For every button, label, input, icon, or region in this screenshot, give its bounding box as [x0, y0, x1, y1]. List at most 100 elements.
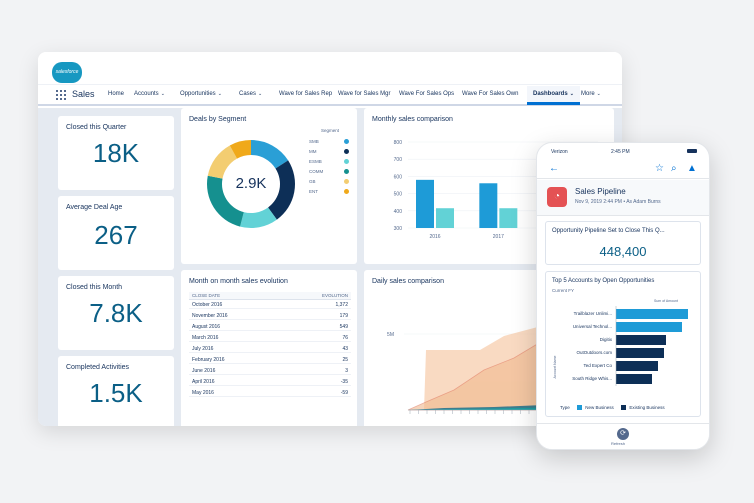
account-bar-1[interactable]: [616, 322, 682, 332]
account-bar-5[interactable]: [616, 374, 652, 384]
table-row[interactable]: June 2016 3: [189, 367, 351, 375]
account-bar-2[interactable]: [616, 335, 666, 345]
chevron-down-icon: ⌄: [258, 91, 263, 97]
legend-label: MM: [309, 149, 317, 154]
cell-evolution: 1,372: [335, 302, 348, 308]
legend-item-mm[interactable]: MM: [309, 149, 349, 154]
bar-2017-s0[interactable]: [479, 183, 498, 228]
tab-cases[interactable]: Cases ⌄: [239, 91, 262, 97]
chevron-down-icon: ⌄: [569, 91, 574, 97]
account-label: Ted Expert Co: [583, 363, 612, 368]
cell-evolution: 549: [339, 324, 348, 330]
y-tick-label: 800: [394, 140, 403, 146]
desktop-window: salesforce Sales Home Accounts ⌄ Opportunit…: [38, 52, 622, 426]
app-header: salesforce: [38, 52, 622, 84]
chevron-down-icon: ⌄: [217, 91, 222, 97]
tab-wave-for-sales-mgr[interactable]: Wave for Sales Mgr: [338, 91, 390, 97]
donut-slice-comm[interactable]: [207, 175, 244, 227]
legend-swatch-new: [577, 405, 583, 411]
salesforce-logo[interactable]: salesforce: [52, 62, 82, 83]
table-row[interactable]: May 2016 -59: [189, 389, 351, 397]
metric-value: 18K: [92, 138, 140, 168]
tab-label: Wave For Sales Own: [462, 91, 519, 97]
bar-2016-s0[interactable]: [416, 179, 434, 228]
deals-by-segment-card[interactable]: Deals by Segment 2.9K Segment SMB MM ESMB C…: [181, 108, 357, 264]
legend-item-comm[interactable]: COMM: [309, 169, 349, 174]
metric-value: 267: [94, 220, 138, 250]
col-close-date: CLOSE DATE: [192, 293, 221, 298]
dashboard-canvas: Closed this Quarter 18K Average Deal Age…: [38, 108, 622, 426]
app-launcher-icon[interactable]: [56, 90, 66, 100]
table-row[interactable]: April 2016 -35: [189, 378, 351, 386]
tab-label: Wave for Sales Mgr: [338, 91, 391, 97]
table-row[interactable]: March 2016 76: [189, 334, 351, 342]
tab-wave-for-sales-own[interactable]: Wave For Sales Own: [462, 91, 518, 97]
tab-home[interactable]: Home: [108, 91, 124, 97]
donut-slice-ent[interactable]: [229, 140, 251, 159]
donut-center-value: 2.9K: [236, 175, 267, 192]
table-row[interactable]: July 2016 43: [189, 345, 351, 353]
chevron-down-icon: ⌄: [596, 91, 601, 97]
table-row[interactable]: February 2016 25: [189, 356, 351, 364]
donut-slice-gb[interactable]: [207, 145, 238, 179]
metric-card-completed-activities[interactable]: Completed Activities 1.5K: [58, 356, 174, 426]
metric-card-closed-quarter[interactable]: Closed this Quarter 18K: [58, 116, 174, 190]
cell-close-date: August 2016: [192, 324, 221, 330]
account-bar-4[interactable]: [616, 361, 658, 371]
cell-evolution: -35: [340, 379, 348, 385]
search-icon[interactable]: ⌕: [671, 163, 677, 174]
legend-item-gb[interactable]: GB: [309, 179, 349, 184]
cell-close-date: May 2016: [192, 390, 214, 396]
refresh-icon[interactable]: ⟳: [617, 428, 629, 440]
tab-more[interactable]: More ⌄: [581, 91, 601, 97]
table-row[interactable]: August 2016 549: [189, 323, 351, 331]
mom-sales-card[interactable]: Month on month sales evolution CLOSE DAT…: [181, 270, 357, 426]
tab-opportunities[interactable]: Opportunities ⌄: [180, 91, 222, 97]
metric-card-deal-age[interactable]: Average Deal Age 267: [58, 196, 174, 270]
cell-close-date: February 2016: [192, 357, 225, 363]
card-title: Month on month sales evolution: [189, 278, 288, 285]
metric-value: 1.5K: [89, 378, 143, 408]
page-subtitle: Nov 9, 2019 2:44 PM • As Adam Burns: [575, 199, 661, 205]
tab-label: Wave for Sales Rep: [279, 91, 333, 97]
donut-slice-mm[interactable]: [268, 160, 295, 220]
card-title: Average Deal Age: [66, 204, 123, 211]
table-header: CLOSE DATE EVOLUTION: [189, 292, 351, 300]
legend-label: ESMB: [309, 159, 322, 164]
tab-accounts[interactable]: Accounts ⌄: [134, 91, 165, 97]
cell-close-date: April 2016: [192, 379, 215, 385]
bell-icon[interactable]: ▲: [687, 163, 697, 174]
tab-label: Opportunities: [180, 91, 216, 97]
top-accounts-card[interactable]: Top 5 Accounts by Open Opportunities Cur…: [545, 271, 701, 417]
back-arrow-icon[interactable]: ←: [549, 163, 559, 174]
legend-item-smb[interactable]: SMB: [309, 139, 349, 144]
cell-evolution: 25: [342, 357, 348, 363]
metric-card-closed-month[interactable]: Closed this Month 7.8K: [58, 276, 174, 350]
donut-slice-esmb[interactable]: [240, 207, 277, 228]
account-bar-0[interactable]: [616, 309, 688, 319]
y-tick-label: 5M: [387, 332, 394, 338]
card-title: Completed Activities: [66, 364, 130, 371]
pipeline-card[interactable]: Opportunity Pipeline Set to Close This Q…: [545, 221, 701, 265]
tab-wave-for-sales-ops[interactable]: Wave For Sales Ops: [399, 91, 454, 97]
table-row[interactable]: October 2016 1,372: [189, 301, 351, 309]
legend-item-esmb[interactable]: ESMB: [309, 159, 349, 164]
x-tick-label: 2017: [493, 234, 504, 240]
star-icon[interactable]: ☆: [655, 163, 664, 174]
tab-wave-for-sales-rep[interactable]: Wave for Sales Rep: [279, 91, 332, 97]
table-row[interactable]: November 2016 179: [189, 312, 351, 320]
card-subtitle: Current FY: [552, 288, 575, 293]
bar-2016-s1[interactable]: [436, 208, 454, 228]
y-tick-label: 600: [394, 174, 403, 180]
account-bar-3[interactable]: [616, 348, 664, 358]
refresh-label: Refresh: [611, 441, 626, 446]
tab-dashboards[interactable]: Dashboards ⌄: [527, 86, 580, 105]
cell-evolution: 179: [339, 313, 348, 319]
col-evolution: EVOLUTION: [321, 293, 348, 298]
donut-slice-smb[interactable]: [251, 140, 289, 169]
cell-evolution: -59: [340, 390, 348, 396]
legend-item-ent[interactable]: ENT: [309, 189, 349, 194]
legend-swatch: [344, 179, 349, 184]
card-title: Closed this Month: [66, 284, 123, 291]
bar-2017-s1[interactable]: [499, 208, 518, 228]
